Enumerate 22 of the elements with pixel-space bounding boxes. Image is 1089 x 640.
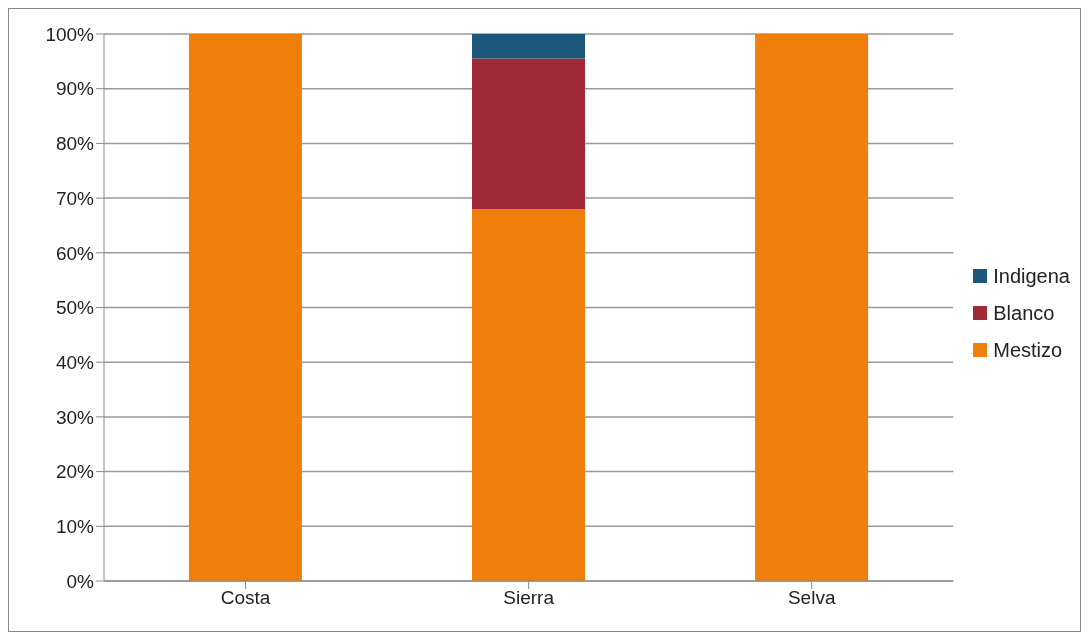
x-tick-label: Sierra — [503, 587, 555, 609]
y-tick-label: 20% — [55, 461, 95, 483]
legend-label: Indigena — [993, 264, 1070, 288]
legend-label: Mestizo — [993, 338, 1063, 362]
bar — [755, 34, 869, 581]
x-tick-label: Costa — [220, 587, 271, 609]
x-tick-label: Selva — [787, 587, 836, 609]
bar — [472, 34, 586, 59]
y-tick-label: 70% — [55, 187, 95, 209]
legend-label: Blanco — [993, 301, 1055, 325]
bar — [472, 58, 586, 210]
y-tick-label: 100% — [45, 23, 95, 45]
y-tick-label: 10% — [55, 516, 95, 538]
y-tick-label: 90% — [55, 78, 95, 100]
bar — [472, 209, 586, 581]
y-tick-label: 80% — [55, 133, 95, 155]
y-tick-label: 50% — [55, 297, 95, 319]
y-tick-label: 0% — [66, 570, 95, 592]
y-tick-label: 40% — [55, 351, 95, 373]
bar — [188, 34, 302, 581]
y-tick-label: 30% — [55, 406, 95, 428]
y-tick-label: 60% — [55, 242, 95, 264]
